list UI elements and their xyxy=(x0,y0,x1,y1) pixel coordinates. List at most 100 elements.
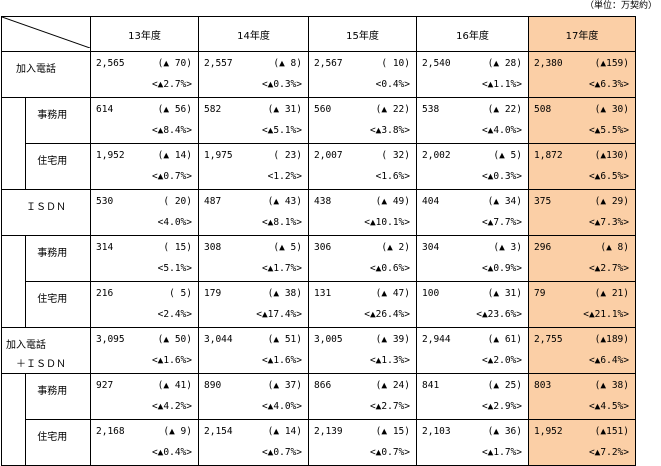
yoy-rate: <▲0.7%> xyxy=(261,447,302,458)
yoy-rate: <4.0%> xyxy=(157,217,192,228)
group-total-row: 加入電話 2,565 (▲ 70) <▲2.7%> 2,557 (▲ 8) <▲0.3%> 2… xyxy=(1,51,636,98)
yoy-rate: <▲2.7%> xyxy=(369,401,410,412)
value-cell: 179 (▲ 38) <▲17.4%> xyxy=(198,281,309,328)
value-cell: 582 (▲ 31) <▲5.1%> xyxy=(198,97,309,144)
group-label-line2: ＋ＩＳＤＮ xyxy=(16,359,66,370)
yoy-change: (▲ 41) xyxy=(157,380,192,391)
contract-count: 2,007 xyxy=(314,150,343,161)
yoy-change: (▲ 39) xyxy=(375,334,410,345)
contract-count: 1,952 xyxy=(96,150,125,161)
sub-label-cell: 事務用 xyxy=(25,97,91,144)
value-cell: 866 (▲ 24) <▲2.7%> xyxy=(308,373,417,420)
contract-count: 927 xyxy=(96,380,114,391)
yoy-rate: <▲17.4%> xyxy=(256,309,302,320)
yoy-rate: <▲2.7%> xyxy=(151,79,192,90)
yoy-change: ( 20) xyxy=(163,196,192,207)
value-cell: 841 (▲ 25) <▲2.9%> xyxy=(416,373,529,420)
yoy-rate: <▲1.7%> xyxy=(261,263,302,274)
year-header: 16年度 xyxy=(416,16,529,52)
contract-count: 538 xyxy=(422,104,440,115)
yoy-change: (▲ 8) xyxy=(273,58,302,69)
group-label-cell: 加入電話 ＋ＩＳＤＮ xyxy=(1,327,91,374)
contract-count: 216 xyxy=(96,288,114,299)
yoy-rate: <▲2.9%> xyxy=(481,401,522,412)
yoy-change: (▲ 56) xyxy=(157,104,192,115)
yoy-change: (▲130) xyxy=(594,150,629,161)
contract-count: 2,139 xyxy=(314,426,343,437)
yoy-rate: <▲0.3%> xyxy=(261,79,302,90)
value-cell: 2,168 (▲ 9) <▲0.4%> xyxy=(90,419,199,466)
yoy-change: (▲159) xyxy=(594,58,629,69)
sub-label: 事務用 xyxy=(37,110,68,121)
value-cell: 2,103 (▲ 36) <▲1.7%> xyxy=(416,419,529,466)
yoy-rate: <1.2%> xyxy=(267,171,302,182)
value-cell: 2,380 (▲159) <▲6.3%> xyxy=(528,51,636,98)
yoy-rate: <▲3.8%> xyxy=(369,125,410,136)
contract-count: 2,944 xyxy=(422,334,451,345)
value-cell: 487 (▲ 43) <▲8.1%> xyxy=(198,189,309,236)
yoy-change: (▲ 31) xyxy=(487,288,522,299)
year-header: 13年度 xyxy=(90,16,199,52)
contract-count: 2,168 xyxy=(96,426,125,437)
contract-count: 2,002 xyxy=(422,150,451,161)
yoy-change: (▲ 8) xyxy=(600,242,629,253)
value-cell: 803 (▲ 38) <▲4.5%> xyxy=(528,373,636,420)
group-label-cell: 加入電話 xyxy=(1,51,91,98)
value-cell: 2,007 ( 32) <1.6%> xyxy=(308,143,417,190)
yoy-rate: <▲10.1%> xyxy=(364,217,410,228)
yoy-change: (▲ 21) xyxy=(594,288,629,299)
sub-row: 事務用 314 ( 15) <5.1%> 308 (▲ 5) <▲1.7%> 306 (▲ 2)… xyxy=(0,235,636,282)
value-cell: 314 ( 15) <5.1%> xyxy=(90,235,199,282)
sub-label: 事務用 xyxy=(37,248,68,259)
contract-count: 2,154 xyxy=(204,426,233,437)
value-cell: 3,005 (▲ 39) <▲1.3%> xyxy=(308,327,417,374)
yoy-change: (▲ 3) xyxy=(493,242,522,253)
yoy-change: (▲ 14) xyxy=(267,426,302,437)
group-total-row: 加入電話 ＋ＩＳＤＮ 3,095 (▲ 50) <▲1.6%> 3,044 (▲ 51) <▲… xyxy=(1,327,636,374)
yoy-rate: <▲0.9%> xyxy=(481,263,522,274)
value-cell: 296 (▲ 8) <▲2.7%> xyxy=(528,235,636,282)
contract-count: 306 xyxy=(314,242,332,253)
yoy-rate: <▲1.1%> xyxy=(481,79,522,90)
value-cell: 2,557 (▲ 8) <▲0.3%> xyxy=(198,51,309,98)
yoy-change: (▲ 29) xyxy=(594,196,629,207)
yoy-change: (▲ 34) xyxy=(487,196,522,207)
value-cell: 2,565 (▲ 70) <▲2.7%> xyxy=(90,51,199,98)
yoy-rate: <▲1.6%> xyxy=(261,355,302,366)
yoy-change: ( 10) xyxy=(381,58,410,69)
group-total-row: ＩＳＤＮ 530 ( 20) <4.0%> 487 (▲ 43) <▲8.1%> 438 (▲ … xyxy=(1,189,636,236)
contract-count: 3,095 xyxy=(96,334,125,345)
contract-count: 803 xyxy=(534,380,552,391)
yoy-rate: <▲4.2%> xyxy=(151,401,192,412)
contract-count: 296 xyxy=(534,242,552,253)
yoy-change: (▲ 36) xyxy=(487,426,522,437)
indent-spacer xyxy=(0,281,27,328)
value-cell: 2,755 (▲189) <▲6.4%> xyxy=(528,327,636,374)
contract-count: 304 xyxy=(422,242,440,253)
yoy-change: (▲ 31) xyxy=(267,104,302,115)
yoy-rate: <▲26.4%> xyxy=(364,309,410,320)
value-cell: 2,154 (▲ 14) <▲0.7%> xyxy=(198,419,309,466)
sub-row: 事務用 927 (▲ 41) <▲4.2%> 890 (▲ 37) <▲4.0%> 866 (▲… xyxy=(0,373,636,420)
year-header: 15年度 xyxy=(308,16,417,52)
year-header: 14年度 xyxy=(198,16,309,52)
value-cell: 2,944 (▲ 61) <▲2.0%> xyxy=(416,327,529,374)
yoy-change: (▲ 47) xyxy=(375,288,410,299)
group-label-cell: ＩＳＤＮ xyxy=(1,189,91,236)
contract-count: 3,044 xyxy=(204,334,233,345)
value-cell: 3,095 (▲ 50) <▲1.6%> xyxy=(90,327,199,374)
yoy-change: (▲ 50) xyxy=(157,334,192,345)
contract-count: 308 xyxy=(204,242,222,253)
yoy-rate: <▲6.4%> xyxy=(588,355,629,366)
yoy-rate: <▲7.7%> xyxy=(481,217,522,228)
yoy-rate: <▲2.0%> xyxy=(481,355,522,366)
contract-count: 375 xyxy=(534,196,552,207)
sub-row: 住宅用 1,952 (▲ 14) <▲0.7%> 1,975 ( 23) <1.2%> 2,0… xyxy=(0,143,636,190)
contract-count: 1,872 xyxy=(534,150,563,161)
sub-label-cell: 事務用 xyxy=(25,235,91,282)
sub-label: 住宅用 xyxy=(37,156,68,167)
contract-count: 866 xyxy=(314,380,332,391)
value-cell: 560 (▲ 22) <▲3.8%> xyxy=(308,97,417,144)
contract-count: 2,380 xyxy=(534,58,563,69)
sub-label: 事務用 xyxy=(37,386,68,397)
